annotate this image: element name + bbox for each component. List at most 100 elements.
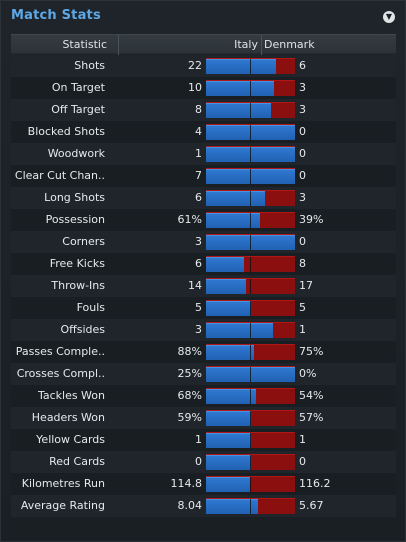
stat-label: Passes Comple..	[15, 345, 105, 358]
team1-bar-fill	[206, 477, 251, 492]
team1-bar-fill	[206, 323, 273, 338]
table-row[interactable]: Off Target 8 3	[11, 99, 396, 121]
team1-bar-fill	[206, 81, 275, 96]
comparison-bar	[206, 388, 295, 404]
team1-value: 1	[195, 433, 202, 446]
table-row[interactable]: Woodwork 1 0	[11, 143, 396, 165]
team2-value: 57%	[299, 411, 324, 424]
bar-midline	[250, 455, 251, 470]
stat-label: Average Rating	[20, 499, 105, 512]
table-row[interactable]: Shots 22 6	[11, 55, 396, 77]
team1-value: 59%	[177, 411, 202, 424]
stat-label: On Target	[51, 81, 105, 94]
stat-label: Corners	[62, 235, 105, 248]
header-divider	[118, 35, 119, 55]
header-divider	[261, 35, 262, 55]
stat-label: Yellow Cards	[36, 433, 105, 446]
team1-value: 10	[188, 81, 202, 94]
team2-value: 116.2	[299, 477, 331, 490]
stat-label: Offsides	[60, 323, 105, 336]
table-row[interactable]: Passes Comple.. 88% 75%	[11, 341, 396, 363]
stat-label: Possession	[45, 213, 105, 226]
table-row[interactable]: Offsides 3 1	[11, 319, 396, 341]
team1-bar-fill	[206, 191, 266, 206]
team2-value: 39%	[299, 213, 324, 226]
table-row[interactable]: Headers Won 59% 57%	[11, 407, 396, 429]
bar-midline	[250, 103, 251, 118]
bar-midline	[250, 477, 251, 492]
stat-label: Free Kicks	[49, 257, 105, 270]
team2-value: 5.67	[299, 499, 324, 512]
comparison-bar	[206, 498, 295, 514]
bar-midline	[250, 323, 251, 338]
team1-value: 61%	[177, 213, 202, 226]
team2-value: 6	[299, 59, 306, 72]
table-row[interactable]: Blocked Shots 4 0	[11, 121, 396, 143]
header-team1[interactable]: Italy	[234, 38, 258, 51]
team1-value: 3	[195, 323, 202, 336]
comparison-bar	[206, 322, 295, 338]
table-row[interactable]: Corners 3 0	[11, 231, 396, 253]
team1-value: 7	[195, 169, 202, 182]
table-row[interactable]: Red Cards 0 0	[11, 451, 396, 473]
comparison-bar	[206, 366, 295, 382]
stats-table: Shots 22 6 On Target 10 3 Off Target 8 3 Blocked …	[11, 55, 396, 517]
comparison-bar	[206, 58, 295, 74]
bar-midline	[250, 389, 251, 404]
team1-value: 14	[188, 279, 202, 292]
table-row[interactable]: Fouls 5 5	[11, 297, 396, 319]
chevron-down-icon[interactable]: ▼	[383, 11, 395, 23]
bar-midline	[250, 345, 251, 360]
team1-bar-fill	[206, 411, 252, 426]
table-row[interactable]: On Target 10 3	[11, 77, 396, 99]
table-row[interactable]: Yellow Cards 1 1	[11, 429, 396, 451]
team1-bar-fill	[206, 455, 251, 470]
comparison-bar	[206, 168, 295, 184]
table-row[interactable]: Possession 61% 39%	[11, 209, 396, 231]
stat-label: Crosses Compl..	[16, 367, 105, 380]
team1-value: 4	[195, 125, 202, 138]
comparison-bar	[206, 410, 295, 426]
team1-bar-fill	[206, 301, 251, 316]
table-row[interactable]: Tackles Won 68% 54%	[11, 385, 396, 407]
table-row[interactable]: Free Kicks 6 8	[11, 253, 396, 275]
header-statistic[interactable]: Statistic	[62, 38, 107, 51]
bar-midline	[250, 257, 251, 272]
table-row[interactable]: Long Shots 6 3	[11, 187, 396, 209]
bar-midline	[250, 147, 251, 162]
panel-title: Match Stats	[11, 8, 101, 23]
team2-value: 3	[299, 81, 306, 94]
stat-label: Fouls	[76, 301, 105, 314]
team2-value: 75%	[299, 345, 324, 358]
stat-label: Blocked Shots	[27, 125, 105, 138]
table-row[interactable]: Throw-Ins 14 17	[11, 275, 396, 297]
team1-bar-fill	[206, 345, 255, 360]
team1-bar-fill	[206, 103, 271, 118]
comparison-bar	[206, 432, 295, 448]
team2-value: 0%	[299, 367, 317, 380]
team1-value: 8.04	[177, 499, 203, 512]
table-row[interactable]: Clear Cut Chan.. 7 0	[11, 165, 396, 187]
team1-bar-fill	[206, 257, 245, 272]
table-row[interactable]: Kilometres Run 114.8 116.2	[11, 473, 396, 495]
comparison-bar	[206, 344, 295, 360]
team1-bar-fill	[206, 433, 251, 448]
table-row[interactable]: Average Rating 8.04 5.67	[11, 495, 396, 517]
comparison-bar	[206, 300, 295, 316]
team1-value: 6	[195, 257, 202, 270]
comparison-bar	[206, 256, 295, 272]
team2-value: 0	[299, 235, 306, 248]
team1-value: 68%	[177, 389, 202, 402]
bar-midline	[250, 213, 251, 228]
table-row[interactable]: Crosses Compl.. 25% 0%	[11, 363, 396, 385]
stat-label: Shots	[74, 59, 105, 72]
comparison-bar	[206, 102, 295, 118]
comparison-bar	[206, 212, 295, 228]
team1-value: 25%	[177, 367, 202, 380]
comparison-bar	[206, 124, 295, 140]
header-team2[interactable]: Denmark	[264, 38, 315, 51]
comparison-bar	[206, 454, 295, 470]
stat-label: Throw-Ins	[51, 279, 105, 292]
bar-midline	[250, 367, 251, 382]
